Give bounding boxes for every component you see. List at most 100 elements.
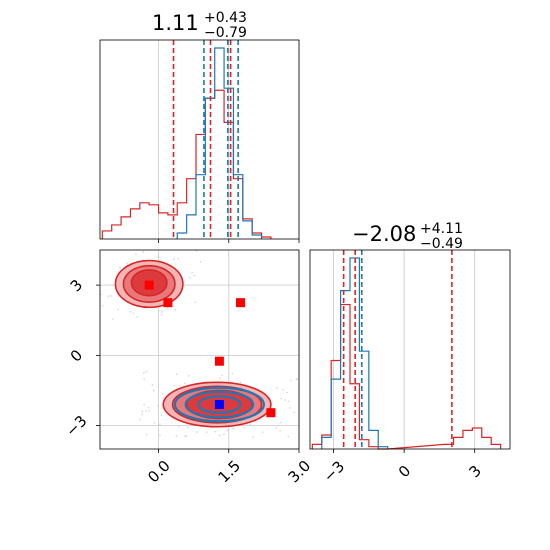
sample-point: [232, 427, 235, 430]
tick-label-x-param1: −3: [320, 457, 348, 485]
sample-point: [172, 258, 175, 261]
sample-point: [223, 433, 225, 436]
marker-red: [266, 408, 276, 418]
sample-point: [275, 427, 278, 430]
histogram-panel-param0: [99, 39, 300, 243]
title-param0-main: 1.11: [152, 11, 199, 35]
histogram-red-param1: [311, 303, 502, 450]
tick-label-x-param0: 0.0: [144, 457, 174, 487]
sample-point: [199, 260, 202, 263]
sample-point: [136, 315, 139, 318]
marker-blue: [214, 400, 224, 410]
marker-red: [214, 356, 224, 366]
sample-point: [175, 435, 178, 438]
sample-point: [141, 410, 144, 413]
sample-point: [183, 382, 186, 385]
sample-point: [279, 429, 281, 432]
sample-point: [174, 308, 177, 311]
sample-point: [141, 413, 143, 416]
sample-point: [249, 423, 252, 426]
title-param1: −2.08 +4.11 −0.49: [352, 221, 463, 252]
title-param1-sub: −0.49: [420, 236, 463, 252]
sample-point: [117, 308, 119, 311]
histogram-blue-param0: [176, 47, 263, 239]
sample-point: [112, 318, 114, 320]
sample-point: [276, 386, 278, 389]
sample-point: [287, 435, 290, 438]
sample-point: [126, 262, 129, 265]
sample-point: [160, 313, 163, 316]
sample-point: [279, 421, 282, 424]
sample-point: [195, 250, 198, 252]
sample-point: [142, 251, 145, 253]
sample-point: [218, 434, 221, 437]
contour-blue: [197, 395, 242, 414]
sample-point: [191, 271, 194, 274]
tick-label-x-param1: 0: [395, 462, 414, 481]
sample-point: [289, 406, 292, 409]
sample-point: [145, 433, 148, 436]
sample-point: [143, 372, 145, 374]
sample-point: [132, 312, 135, 315]
sample-point: [119, 266, 122, 269]
sample-point: [101, 305, 104, 307]
marker-red: [235, 298, 245, 308]
sample-point: [189, 276, 191, 279]
tick-label-x-param0: 3.0: [285, 457, 315, 487]
title-param0-sub: −0.79: [204, 25, 247, 41]
sample-point: [138, 418, 141, 421]
sample-point: [186, 426, 189, 429]
tick-label-x-param1: 3: [465, 462, 484, 481]
sample-point: [143, 403, 145, 406]
title-param1-sup: +4.11: [420, 221, 463, 237]
sample-point: [147, 406, 150, 409]
histogram-param1-frame: [309, 249, 511, 450]
sample-point: [161, 311, 163, 313]
sample-point: [206, 431, 208, 434]
joint-frame: [99, 249, 300, 450]
sample-point: [107, 295, 110, 298]
contour-blue: [173, 386, 265, 423]
sample-point: [289, 379, 292, 382]
histogram-param0-frame: [99, 39, 300, 240]
sample-point: [152, 389, 155, 392]
sample-point: [159, 434, 161, 437]
sample-point: [161, 393, 164, 395]
sample-point: [243, 426, 246, 429]
sample-point: [251, 436, 254, 438]
sample-point: [178, 425, 181, 428]
sample-point: [188, 374, 191, 377]
sample-point: [143, 378, 146, 380]
sample-point: [261, 431, 264, 434]
sample-point: [160, 414, 163, 416]
sample-point: [145, 370, 148, 373]
sample-point: [144, 410, 147, 412]
sample-point: [166, 307, 169, 309]
sample-point: [177, 257, 179, 260]
sample-point: [159, 423, 161, 426]
joint-panel: 0.0 1.5 3.0 −3 0 3: [62, 249, 315, 487]
sample-point: [110, 295, 112, 297]
sample-point: [284, 399, 286, 401]
tick-label-y-param1: 3: [67, 276, 86, 295]
tick-label-y-param1: −3: [62, 412, 90, 440]
sample-point: [219, 377, 221, 380]
sample-point: [153, 422, 156, 424]
title-param0: 1.11 +0.43 −0.79: [152, 10, 247, 41]
tick-label-x-param0: 1.5: [214, 457, 244, 487]
sample-point: [293, 411, 296, 414]
title-param1-main: −2.08: [352, 222, 416, 246]
sample-point: [173, 384, 176, 387]
contour-blue: [184, 390, 255, 419]
sample-point: [151, 384, 154, 386]
sample-point: [286, 391, 288, 394]
sample-point: [193, 274, 196, 277]
sample-point: [179, 384, 181, 387]
sample-point: [185, 435, 187, 437]
sample-point: [175, 373, 178, 375]
sample-point: [239, 381, 242, 384]
sample-point: [135, 253, 137, 256]
sample-point: [220, 374, 223, 376]
sample-point: [156, 404, 159, 407]
